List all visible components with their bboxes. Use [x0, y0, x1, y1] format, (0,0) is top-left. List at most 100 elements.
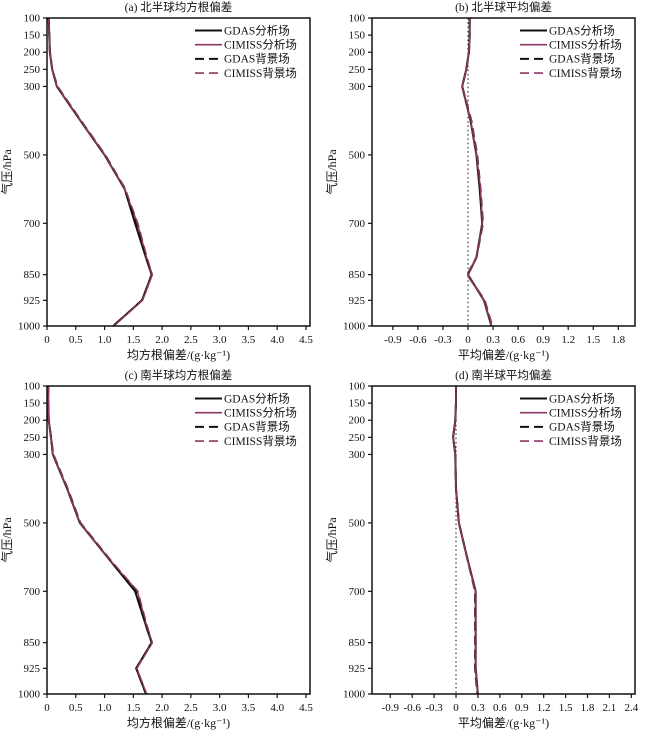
legend-item-1: GDAS分析场	[520, 391, 615, 405]
x-tick-label: 0	[465, 334, 471, 346]
y-tick-label: 1000	[18, 689, 41, 701]
x-tick-label: 4.0	[270, 702, 284, 714]
x-tick-label: 2.5	[184, 334, 198, 346]
x-axis-label: 平均偏差/(g·kg⁻¹)	[458, 715, 549, 730]
y-tick-label: 1000	[343, 321, 366, 333]
x-tick-label: 1.5	[126, 702, 140, 714]
x-tick-label: 1.5	[126, 334, 140, 346]
series-line-3	[47, 17, 153, 327]
legend-item-4: CIMISS背景场	[520, 434, 622, 448]
legend-item-3: GDAS背景场	[520, 420, 615, 434]
x-tick-label: 3.0	[213, 334, 227, 346]
x-tick-label: 0	[44, 702, 50, 714]
x-tick-label: 0.3	[486, 334, 500, 346]
legend-label: CIMISS背景场	[224, 434, 297, 448]
y-tick-label: 100	[349, 13, 366, 25]
y-tick-label: 250	[349, 432, 366, 444]
series-line-4	[461, 18, 493, 327]
plot-title-c: (c) 南半球均方根偏差	[125, 368, 233, 382]
y-tick-label: 300	[24, 449, 41, 461]
x-tick-label: 3.5	[242, 334, 256, 346]
y-tick-label: 850	[24, 637, 41, 649]
y-tick-label: 250	[24, 432, 41, 444]
y-tick-label: 500	[349, 517, 366, 529]
x-tick-label: -0.6	[403, 702, 421, 714]
legend-item-1: GDAS分析场	[195, 23, 290, 37]
series-line-1	[452, 386, 479, 695]
y-tick-label: 700	[349, 586, 366, 598]
x-tick-label: 3.0	[213, 702, 227, 714]
y-tick-label: 500	[24, 149, 41, 161]
x-tick-label: 2.0	[155, 334, 169, 346]
series-line-2	[47, 17, 154, 327]
x-tick-label: 4.5	[299, 702, 313, 714]
y-tick-label: 100	[349, 381, 366, 393]
plot-a: (a) 北半球均方根偏差 100 150 200 250 300 500 700 850 925 1…	[0, 0, 313, 362]
x-tick-label: 0.5	[69, 702, 83, 714]
y-tick-label: 1000	[18, 321, 41, 333]
x-tick-label: 2.0	[155, 702, 169, 714]
x-tick-label: 0	[44, 334, 50, 346]
y-tick-label: 150	[24, 30, 41, 42]
y-tick-label: 700	[349, 218, 366, 230]
legend-item-2: CIMISS分析场	[520, 38, 622, 52]
legend-label: GDAS背景场	[224, 52, 290, 66]
x-tick-label: -0.3	[425, 702, 443, 714]
y-tick-label: 150	[349, 30, 366, 42]
legend-item-1: GDAS分析场	[195, 391, 290, 405]
legend-item-4: CIMISS背景场	[520, 66, 622, 80]
y-tick-label: 100	[24, 13, 41, 25]
y-axis-label: 气压/hPa	[325, 149, 339, 195]
legend-label: GDAS分析场	[549, 23, 615, 37]
x-axis-label: 均方根偏差/(g·kg⁻¹)	[127, 347, 230, 362]
plot-frame	[371, 385, 636, 695]
legend-item-2: CIMISS分析场	[195, 38, 297, 52]
series-line-2	[452, 386, 479, 695]
x-tick-label: 4.5	[299, 334, 313, 346]
plot-title-a: (a) 北半球均方根偏差	[125, 0, 233, 14]
legend-item-3: GDAS背景场	[195, 420, 290, 434]
legend-label: CIMISS分析场	[549, 38, 622, 52]
y-tick-label: 200	[24, 47, 41, 59]
x-tick-label: 0.3	[471, 702, 485, 714]
series-line-3	[452, 386, 479, 695]
legend-label: CIMISS背景场	[549, 434, 622, 448]
x-tick-label: -0.6	[409, 334, 427, 346]
plot-c: (c) 南半球均方根偏差 100 150 200 250 300 500 700 850 925 1…	[0, 368, 313, 730]
x-tick-label: -0.9	[382, 702, 400, 714]
y-tick-label: 500	[349, 149, 366, 161]
legend-item-1: GDAS分析场	[520, 23, 615, 37]
plot-title-b: (b) 北半球平均偏差	[455, 0, 552, 14]
plot-frame	[46, 385, 311, 695]
y-tick-label: 1000	[343, 689, 366, 701]
x-tick-label: 0.9	[536, 334, 550, 346]
x-tick-label: 2.5	[184, 702, 198, 714]
x-tick-label: 0.6	[493, 702, 507, 714]
legend-label: CIMISS分析场	[224, 406, 297, 420]
series-line-3	[47, 386, 153, 695]
x-tick-label: 2.1	[603, 702, 617, 714]
y-tick-label: 500	[24, 517, 41, 529]
y-tick-label: 850	[349, 269, 366, 281]
legend-label: CIMISS分析场	[549, 406, 622, 420]
x-axis-label: 均方根偏差/(g·kg⁻¹)	[127, 715, 230, 730]
y-tick-label: 200	[349, 47, 366, 59]
chart-c-sh-rmse-plot: (c) 南半球均方根偏差 100 150 200 250 300 500 700 850 925 1…	[0, 368, 325, 736]
y-tick-label: 300	[349, 81, 366, 93]
y-tick-label: 700	[24, 586, 41, 598]
y-tick-label: 925	[24, 663, 41, 675]
x-tick-label: 0.5	[69, 334, 83, 346]
plot-frame	[46, 17, 311, 327]
y-tick-label: 150	[349, 398, 366, 410]
y-tick-label: 850	[349, 637, 366, 649]
y-tick-label: 925	[349, 295, 366, 307]
y-tick-label: 850	[24, 269, 41, 281]
y-tick-label: 300	[349, 449, 366, 461]
y-tick-label: 200	[24, 415, 41, 427]
y-tick-label: 250	[24, 64, 41, 76]
legend-item-3: GDAS背景场	[520, 52, 615, 66]
x-axis-label: 平均偏差/(g·kg⁻¹)	[458, 347, 549, 362]
legend-label: GDAS分析场	[224, 23, 290, 37]
y-tick-label: 200	[349, 415, 366, 427]
plot-b: (b) 北半球平均偏差 100 150 200 250 300 500 700 850 925 10…	[324, 0, 636, 362]
